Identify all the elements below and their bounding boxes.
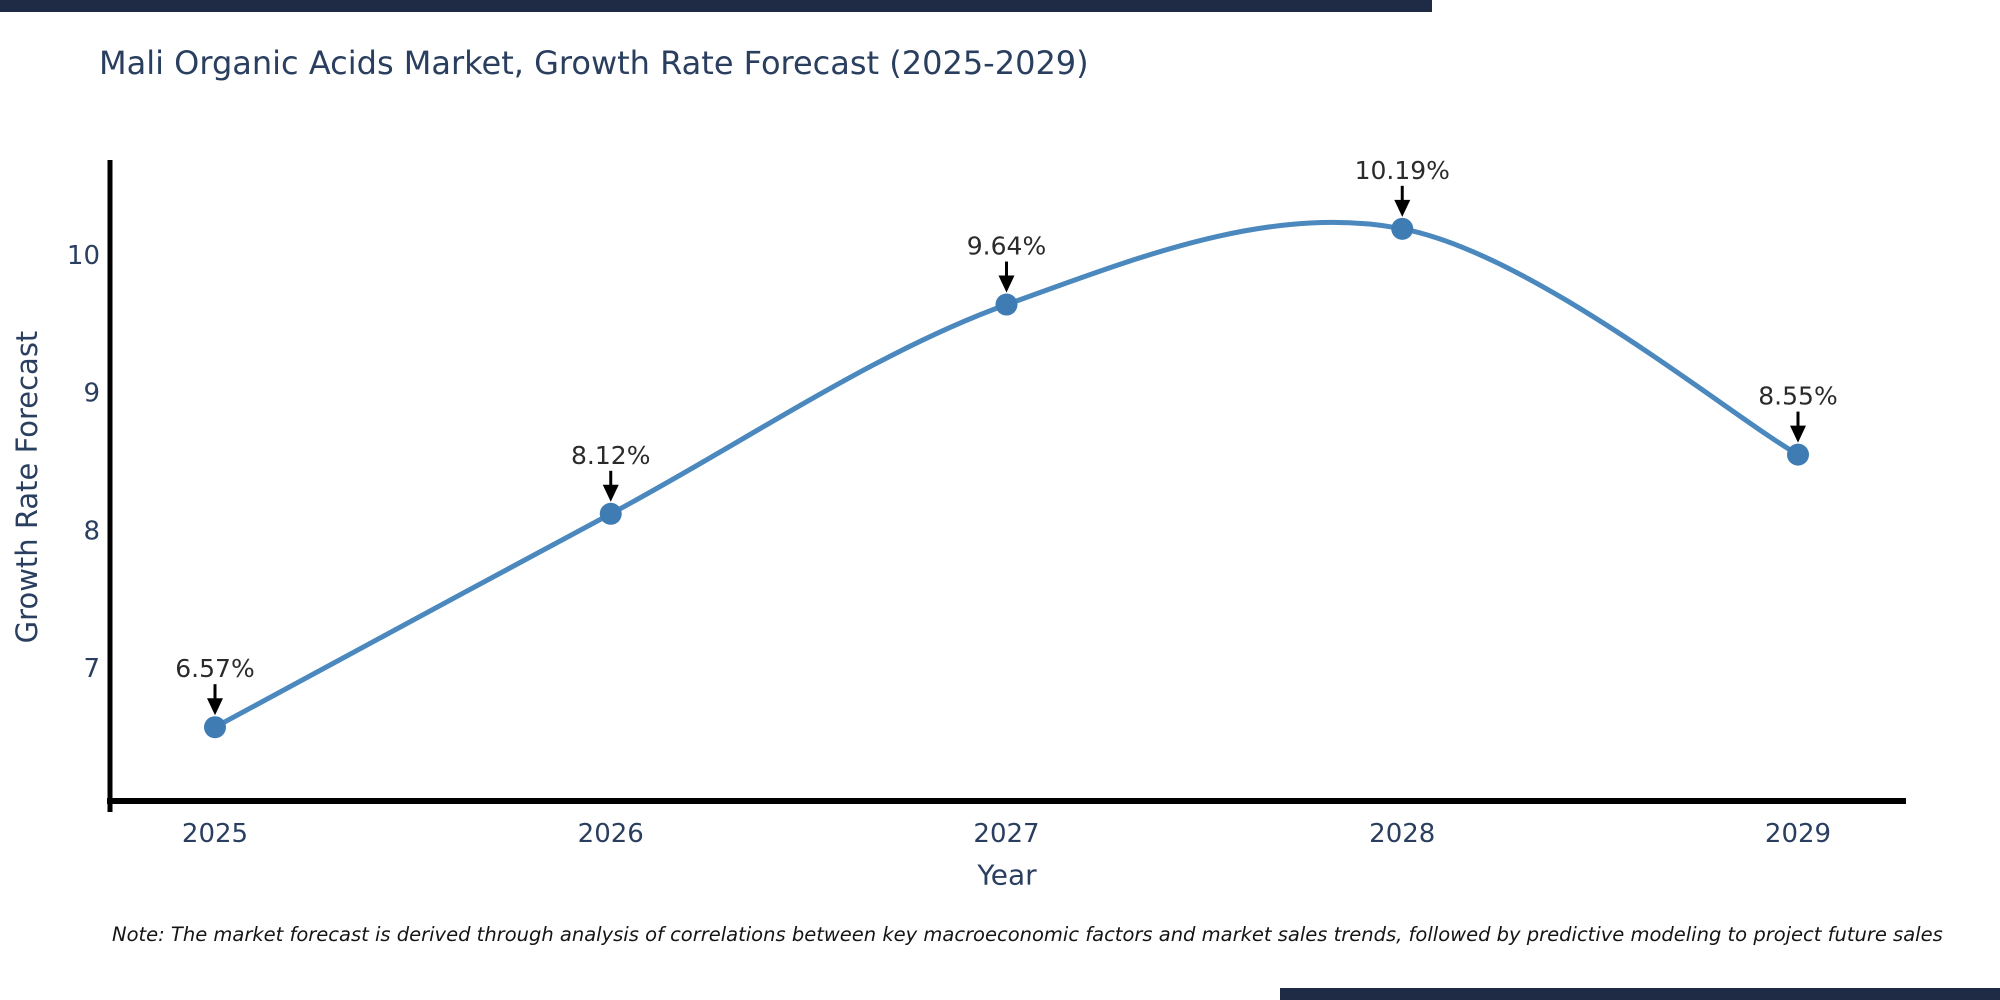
bottom-border-bar — [1280, 988, 2000, 1000]
data-point-marker — [1391, 217, 1414, 240]
annotation-arrow-head — [1790, 425, 1806, 443]
x-tick-label: 2025 — [182, 819, 248, 849]
annotation-arrow-head — [1394, 199, 1411, 217]
data-point-marker — [1787, 443, 1809, 466]
data-point-label: 8.55% — [1758, 382, 1837, 411]
top-border-bar — [0, 0, 1432, 12]
data-point-label: 6.57% — [175, 654, 254, 683]
chart-title: Mali Organic Acids Market, Growth Rate F… — [99, 44, 1089, 82]
y-tick-label: 10 — [67, 241, 100, 271]
footnote: Note: The market forecast is derived thr… — [112, 923, 1943, 946]
y-tick-label: 8 — [83, 516, 100, 546]
data-point-label: 9.64% — [967, 232, 1046, 261]
y-tick-label: 9 — [83, 379, 100, 409]
data-point-marker — [995, 293, 1018, 316]
data-point-marker — [204, 716, 226, 739]
x-axis-title: Year — [977, 858, 1037, 892]
annotation-arrow-head — [998, 275, 1015, 293]
annotation-arrow-head — [602, 484, 619, 502]
y-tick-label: 7 — [83, 654, 100, 684]
x-tick-label: 2029 — [1765, 819, 1831, 849]
data-point-marker — [599, 502, 622, 525]
x-tick-label: 2028 — [1369, 819, 1435, 849]
annotation-arrow-head — [207, 698, 223, 716]
data-point-label: 10.19% — [1355, 156, 1450, 185]
data-point-label: 8.12% — [571, 441, 650, 470]
x-tick-label: 2026 — [578, 819, 644, 849]
x-tick-label: 2027 — [973, 819, 1039, 849]
